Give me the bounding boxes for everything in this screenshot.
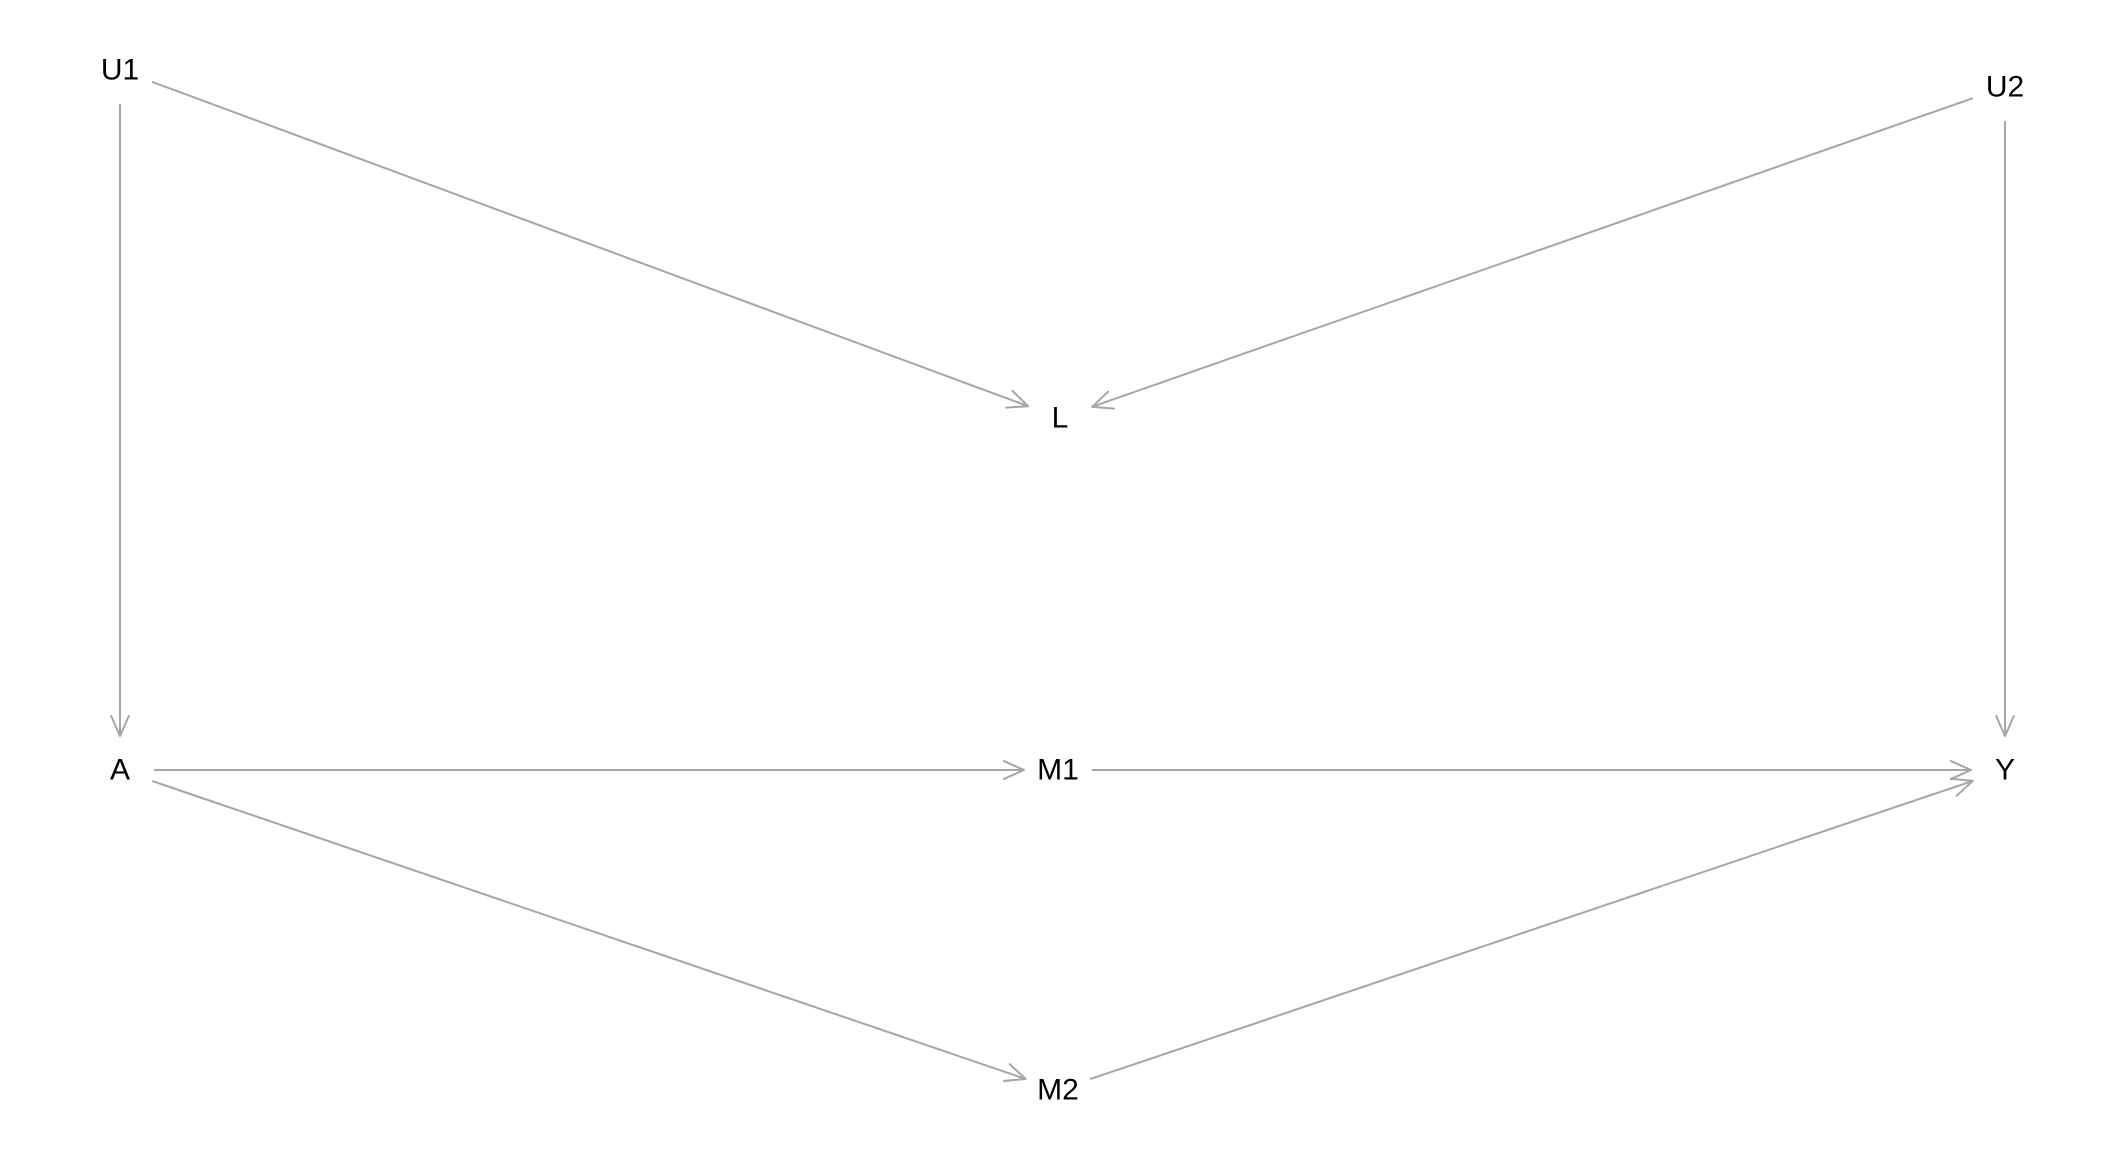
- edge-m2-to-y: [1090, 779, 1973, 1079]
- edge-line-u1-to-l: [152, 82, 1028, 406]
- node-u2: U2: [1986, 71, 2024, 104]
- node-a: A: [110, 754, 130, 787]
- node-m2: M2: [1037, 1074, 1079, 1107]
- edge-m1-to-y: [1092, 761, 1971, 779]
- edge-line-m2-to-y: [1090, 781, 1973, 1079]
- node-u1: U1: [101, 54, 139, 87]
- node-y: Y: [1995, 754, 2015, 787]
- edge-u1-to-a: [111, 104, 129, 736]
- edge-line-u2-to-l: [1092, 98, 1973, 407]
- edge-u1-to-l: [152, 82, 1028, 408]
- edge-line-a-to-m2: [152, 781, 1026, 1079]
- edge-layer: [111, 82, 2014, 1081]
- node-l: L: [1052, 402, 1069, 435]
- node-m1: M1: [1037, 754, 1079, 787]
- edge-u2-to-y: [1996, 121, 2014, 736]
- edge-a-to-m2: [152, 781, 1026, 1081]
- edge-a-to-m1: [154, 761, 1024, 779]
- node-layer: U1 U2 L A M1 Y M2: [101, 54, 2024, 1107]
- edge-u2-to-l: [1092, 98, 1973, 408]
